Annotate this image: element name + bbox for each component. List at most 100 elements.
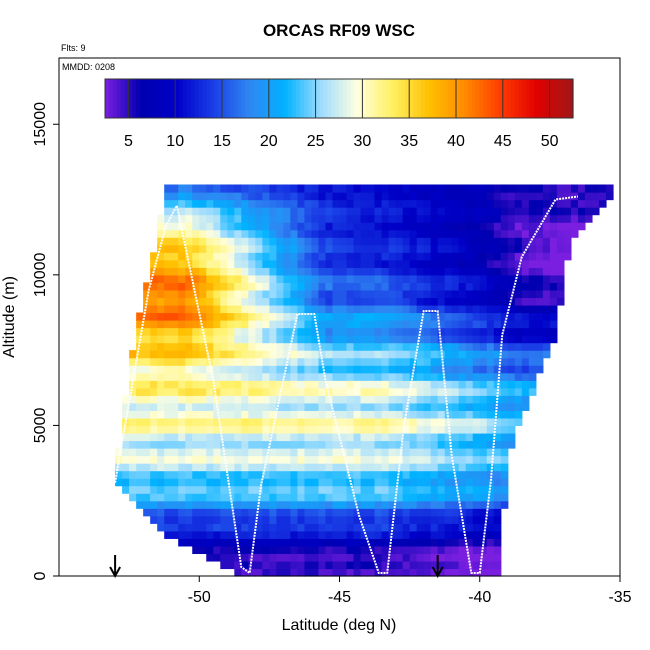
heatmap-cell: [465, 237, 474, 246]
heatmap-cell: [227, 184, 235, 193]
heatmap-cell: [234, 568, 242, 577]
heatmap-cell: [451, 237, 460, 246]
heatmap-cell: [353, 387, 362, 396]
heatmap-cell: [290, 470, 299, 479]
heatmap-cell: [297, 342, 306, 351]
heatmap-cell: [367, 500, 376, 509]
heatmap-cell: [465, 432, 474, 442]
heatmap-cell: [339, 568, 348, 577]
heatmap-cell: [514, 252, 523, 261]
heatmap-cell: [262, 244, 270, 253]
heatmap-cell: [220, 274, 228, 283]
heatmap-cell: [465, 267, 474, 276]
heatmap-cell: [367, 327, 376, 336]
heatmap-cell: [290, 478, 299, 487]
heatmap-cell: [528, 335, 537, 344]
colorbar-swatch: [292, 79, 297, 118]
heatmap-cell: [318, 342, 327, 351]
heatmap-cell: [374, 222, 383, 231]
heatmap-cell: [486, 380, 495, 389]
heatmap-cell: [206, 304, 214, 314]
heatmap-cell: [535, 350, 544, 359]
heatmap-cell: [255, 372, 263, 381]
heatmap-cell: [311, 508, 320, 517]
heatmap-cell: [199, 207, 207, 216]
heatmap-cell: [192, 402, 200, 411]
heatmap-cell: [507, 425, 516, 434]
heatmap-cell: [171, 448, 179, 457]
heatmap-cell: [213, 237, 221, 246]
heatmap-cell: [500, 214, 509, 223]
heatmap-cell: [444, 493, 453, 502]
heatmap-cell: [297, 417, 306, 427]
heatmap-cell: [129, 372, 137, 381]
heatmap-cell: [395, 342, 404, 351]
heatmap-cell: [269, 417, 277, 427]
heatmap-cell: [479, 214, 488, 223]
heatmap-cell: [402, 470, 411, 479]
heatmap-cell: [220, 425, 228, 434]
colorbar-swatch: [463, 79, 469, 118]
heatmap-cell: [346, 470, 355, 479]
heatmap-cell: [234, 222, 242, 231]
heatmap-cell: [269, 478, 277, 487]
heatmap-cell: [283, 478, 292, 487]
heatmap-cell: [206, 214, 214, 223]
heatmap-cell: [367, 297, 376, 306]
heatmap-cell: [318, 387, 327, 396]
heatmap-cell: [332, 229, 341, 238]
heatmap-cell: [451, 425, 460, 434]
heatmap-cell: [514, 372, 523, 381]
heatmap-cell: [325, 493, 334, 502]
heatmap-cell: [514, 357, 523, 366]
heatmap-cell: [262, 207, 270, 216]
heatmap-cell: [493, 432, 502, 442]
heatmap-cell: [150, 357, 158, 366]
heatmap-cell: [472, 222, 481, 231]
heatmap-cell: [514, 274, 523, 283]
heatmap-cell: [241, 229, 249, 238]
heatmap-cell: [199, 229, 207, 238]
heatmap-cell: [213, 508, 221, 517]
colorbar-tick-label: 10: [166, 133, 184, 150]
heatmap-cell: [360, 222, 369, 231]
heatmap-cell: [262, 274, 270, 283]
heatmap-cell: [374, 229, 383, 238]
heatmap-cell: [479, 282, 488, 291]
heatmap-cell: [500, 380, 509, 389]
heatmap-cell: [528, 357, 537, 366]
heatmap-cell: [220, 267, 228, 276]
heatmap-cell: [325, 440, 334, 449]
heatmap-cell: [423, 199, 432, 208]
heatmap-cell: [227, 410, 235, 419]
heatmap-cell: [262, 545, 270, 555]
heatmap-cell: [486, 350, 495, 359]
heatmap-cell: [486, 237, 495, 246]
heatmap-cell: [346, 214, 355, 223]
heatmap-cell: [276, 470, 284, 479]
heatmap-cell: [227, 508, 235, 517]
heatmap-cell: [374, 493, 383, 502]
heatmap-cell: [367, 560, 376, 570]
heatmap-cell: [465, 410, 474, 419]
heatmap-cell: [157, 335, 165, 344]
heatmap-cell: [283, 267, 292, 276]
heatmap-cell: [185, 357, 193, 366]
heatmap-cell: [402, 485, 411, 494]
heatmap-cell: [402, 417, 411, 427]
heatmap-cell: [234, 372, 242, 381]
heatmap-cell: [220, 192, 228, 201]
heatmap-cell: [290, 244, 299, 253]
heatmap-cell: [157, 523, 165, 532]
heatmap-cell: [178, 500, 186, 509]
heatmap-cell: [227, 493, 235, 502]
colorbar-swatch: [190, 79, 196, 118]
heatmap-cell: [563, 214, 572, 223]
colorbar-swatch: [300, 79, 305, 118]
heatmap-cell: [227, 365, 235, 374]
heatmap-cell: [136, 342, 144, 351]
heatmap-cell: [458, 560, 467, 570]
heatmap-cell: [409, 199, 418, 208]
heatmap-cell: [381, 380, 390, 389]
heatmap-cell: [402, 207, 411, 216]
